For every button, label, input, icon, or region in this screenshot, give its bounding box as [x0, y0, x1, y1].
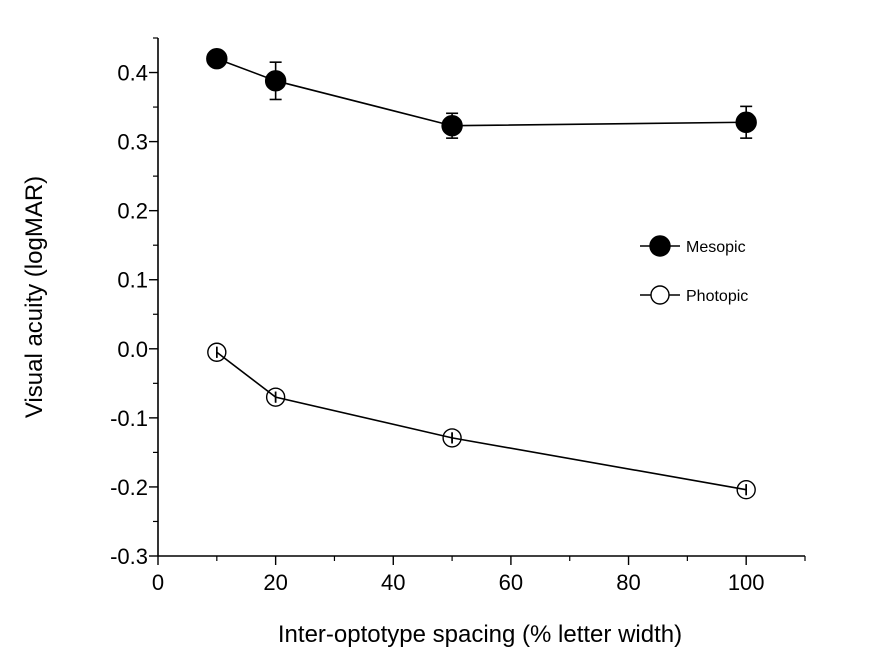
y-tick-label: 0.1: [117, 268, 148, 293]
x-tick-label: 100: [728, 570, 765, 595]
y-tick-label: 0.0: [117, 337, 148, 362]
x-tick-label: 60: [499, 570, 523, 595]
mesopic-point: [206, 48, 228, 70]
photopic-point: [736, 479, 756, 500]
y-tick-label: -0.1: [110, 406, 148, 431]
y-tick-label: 0.3: [117, 130, 148, 155]
mesopic-point: [441, 115, 463, 137]
y-tick-label: -0.3: [110, 544, 148, 569]
legend: Mesopic Photopic: [640, 235, 748, 305]
mesopic-point: [264, 70, 287, 92]
legend-mesopic-marker: [649, 235, 671, 257]
x-tick-label: 20: [263, 570, 287, 595]
x-tick-label: 40: [381, 570, 405, 595]
mesopic-series: [206, 48, 757, 139]
x-axis-title: Inter-optotype spacing (% letter width): [278, 621, 682, 648]
photopic-point: [207, 342, 227, 362]
photopic-point: [265, 387, 286, 407]
y-tick-label: -0.2: [110, 475, 148, 500]
x-tick-label: 80: [616, 570, 640, 595]
y-tick-label: 0.4: [117, 61, 148, 86]
mesopic-line: [216, 57, 747, 127]
mesopic-point: [735, 111, 757, 133]
y-axis-title: Visual acuity (logMAR): [21, 176, 48, 418]
series-layer: [206, 48, 757, 500]
photopic-line: [216, 351, 747, 491]
legend-photopic-label: Photopic: [686, 288, 748, 305]
axes: 0 20 40 60 80 100 -0.3 -0.2 -0.1 0.0 0.1 0.2 0.3 0.4: [110, 37, 806, 595]
legend-mesopic-label: Mesopic: [686, 239, 746, 256]
photopic-series: [207, 342, 756, 500]
y-tick-label: 0.2: [117, 199, 148, 224]
legend-photopic-marker: [650, 285, 670, 305]
x-tick-label: 0: [152, 570, 164, 595]
photopic-point: [442, 428, 462, 448]
